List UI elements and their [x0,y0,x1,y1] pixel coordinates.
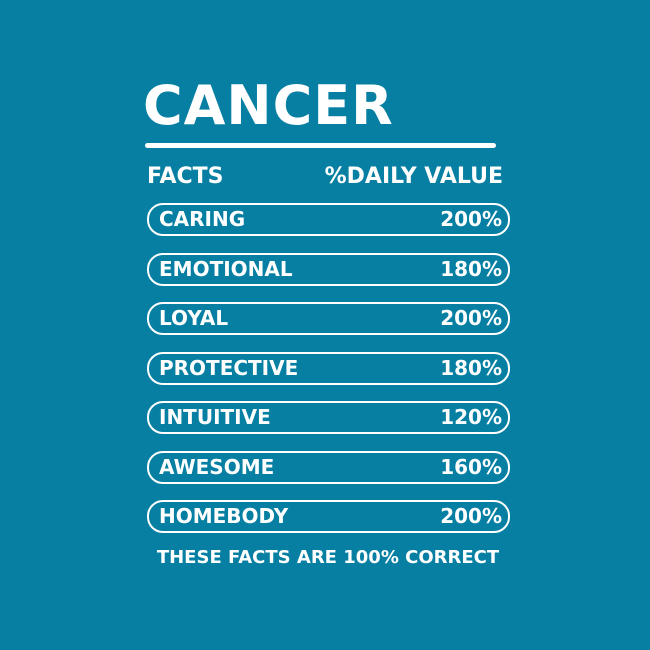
fact-row: CARING 200% [147,203,510,236]
fact-value: 160% [440,455,502,479]
fact-value: 180% [440,257,502,281]
fact-row: AWESOME 160% [147,451,510,484]
fact-value: 200% [440,207,502,231]
fact-label: INTUITIVE [159,405,271,429]
daily-value-header: %DAILY VALUE [324,164,503,189]
fact-label: LOYAL [159,306,229,330]
footer-note: THESE FACTS ARE 100% CORRECT [156,547,500,568]
facts-header: FACTS [147,164,224,189]
fact-label: CARING [159,207,246,231]
fact-label: PROTECTIVE [159,356,299,380]
fact-value: 200% [440,504,502,528]
fact-label: EMOTIONAL [159,257,293,281]
fact-label: HOMEBODY [159,504,289,528]
fact-row: PROTECTIVE 180% [147,352,510,385]
fact-label: AWESOME [159,455,275,479]
fact-value: 200% [440,306,502,330]
fact-value: 120% [440,405,502,429]
fact-row: EMOTIONAL 180% [147,253,510,286]
fact-row: HOMEBODY 200% [147,500,510,533]
title: CANCER [143,74,394,137]
fact-row: LOYAL 200% [147,302,510,335]
fact-value: 180% [440,356,502,380]
fact-row: INTUITIVE 120% [147,401,510,434]
divider [145,143,496,148]
